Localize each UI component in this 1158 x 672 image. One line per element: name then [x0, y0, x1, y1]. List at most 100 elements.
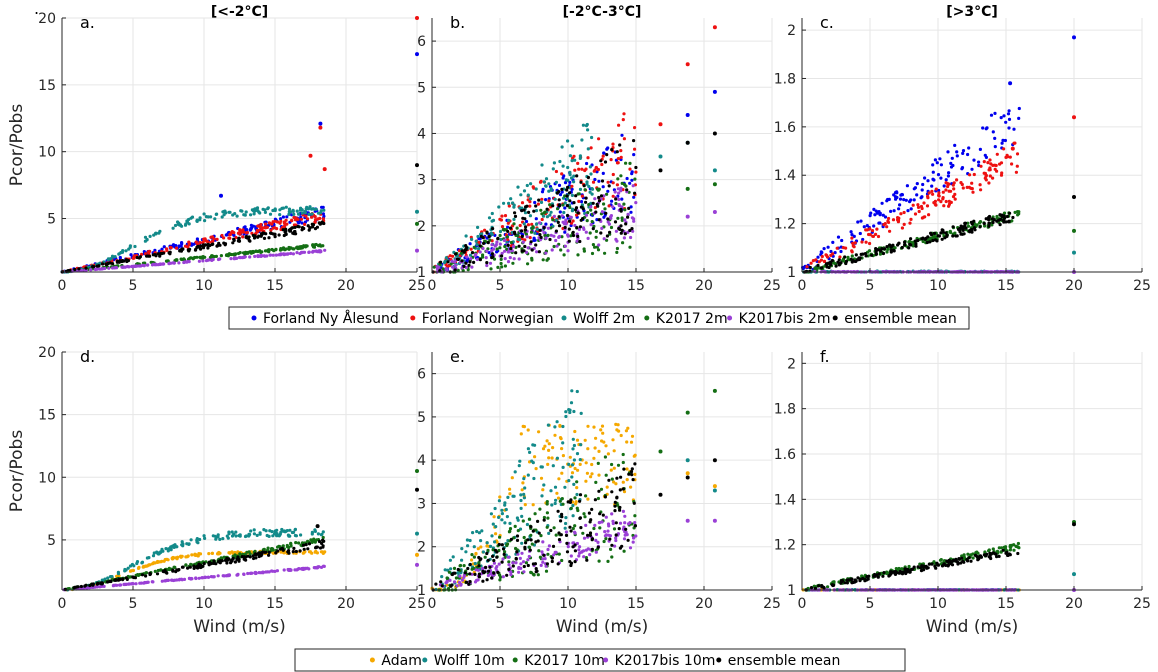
- data-point: [463, 248, 467, 252]
- data-point: [271, 226, 275, 230]
- data-point: [582, 249, 587, 253]
- data-point: [165, 578, 169, 583]
- data-point: [297, 541, 301, 545]
- data-point: [909, 207, 913, 211]
- data-point: [541, 214, 546, 218]
- data-point: [947, 189, 951, 193]
- data-point: [304, 214, 308, 218]
- data-point: [162, 245, 166, 249]
- data-point: [506, 243, 510, 247]
- data-point: [633, 514, 637, 518]
- data-point: [529, 570, 533, 575]
- data-point: [534, 209, 539, 213]
- data-point: [575, 239, 579, 243]
- data-point: [815, 268, 819, 272]
- data-point: [198, 552, 203, 556]
- data-point: [563, 485, 567, 489]
- data-point: [949, 161, 953, 165]
- data-point: [486, 558, 490, 562]
- data-point: [281, 215, 285, 219]
- data-point: [929, 233, 934, 237]
- data-point: [538, 228, 542, 232]
- data-point: [553, 425, 557, 429]
- data-point: [489, 231, 493, 235]
- data-point: [474, 552, 478, 556]
- data-point: [167, 262, 171, 266]
- data-point: [570, 471, 575, 475]
- data-point: [415, 562, 419, 567]
- data-point: [594, 235, 598, 239]
- data-point: [477, 531, 481, 535]
- data-point: [471, 531, 475, 535]
- data-point: [594, 532, 599, 537]
- data-point: [563, 206, 567, 210]
- data-point: [214, 537, 218, 541]
- data-point: [554, 533, 558, 537]
- data-point: [885, 199, 889, 203]
- data-point: [530, 222, 534, 226]
- data-point: [541, 540, 545, 544]
- data-point: [188, 576, 192, 581]
- data-point: [614, 536, 618, 540]
- data-point: [505, 247, 509, 251]
- data-point: [546, 516, 550, 520]
- data-point: [961, 228, 965, 232]
- data-point: [432, 265, 436, 269]
- data-point: [307, 250, 311, 254]
- data-point: [583, 188, 587, 192]
- data-point: [561, 424, 565, 429]
- data-point: [113, 255, 117, 259]
- data-point: [495, 550, 499, 554]
- data-point: [204, 575, 208, 579]
- data-point: [281, 548, 285, 552]
- data-point: [458, 574, 462, 578]
- data-point: [547, 189, 551, 193]
- data-point: [497, 205, 501, 209]
- data-point: [859, 252, 863, 256]
- data-point: [999, 173, 1004, 177]
- series-black: [431, 458, 717, 592]
- data-point: [476, 225, 480, 229]
- data-point: [490, 576, 494, 580]
- data-point: [602, 151, 606, 155]
- data-point: [289, 568, 293, 572]
- data-point: [237, 255, 242, 260]
- data-point: [296, 217, 300, 221]
- data-point: [525, 204, 529, 208]
- data-point: [621, 487, 625, 491]
- data-point: [898, 197, 903, 201]
- data-point: [586, 156, 590, 160]
- data-point: [454, 576, 458, 580]
- data-point: [487, 569, 491, 573]
- data-point: [987, 181, 991, 185]
- data-point: [300, 221, 304, 225]
- data-point: [991, 130, 995, 134]
- data-point: [232, 532, 236, 536]
- data-point: [179, 577, 184, 581]
- data-point: [456, 268, 460, 272]
- data-point: [211, 257, 215, 262]
- data-point: [508, 521, 512, 526]
- data-point: [571, 526, 575, 531]
- data-point: [522, 535, 526, 540]
- data-point: [625, 176, 629, 181]
- data-point: [578, 499, 582, 503]
- panel-label: e.: [450, 347, 465, 366]
- data-point: [135, 264, 139, 268]
- data-point: [570, 176, 574, 180]
- data-point: [610, 148, 614, 152]
- data-point: [621, 480, 625, 484]
- data-point: [251, 209, 256, 213]
- data-point: [541, 258, 545, 262]
- data-point: [619, 475, 623, 479]
- data-point: [180, 224, 184, 228]
- data-point: [498, 233, 502, 238]
- data-point: [535, 250, 539, 254]
- data-point: [868, 241, 872, 246]
- data-point: [864, 228, 868, 232]
- data-point: [313, 243, 317, 247]
- data-point: [833, 251, 837, 255]
- data-point: [524, 219, 529, 224]
- data-point: [610, 477, 614, 481]
